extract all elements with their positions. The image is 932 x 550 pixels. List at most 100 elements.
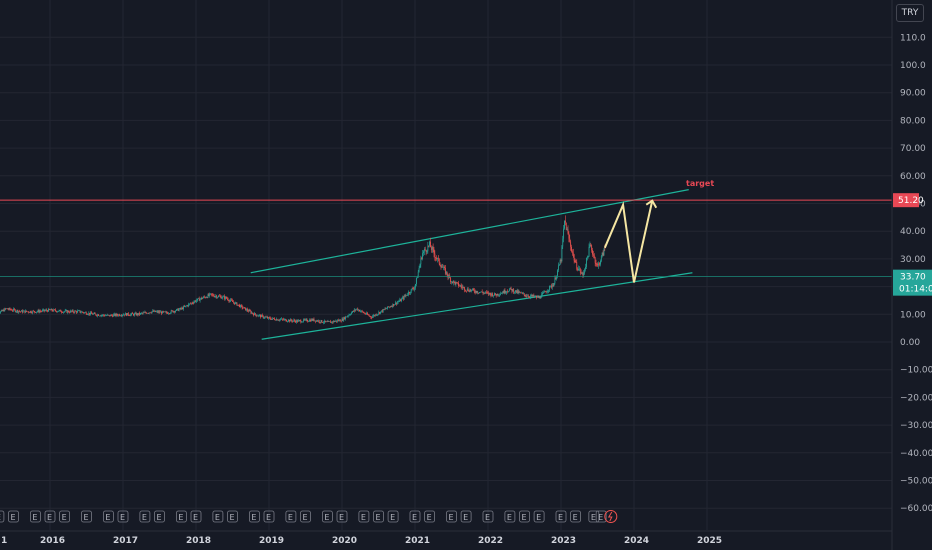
candle-body xyxy=(10,309,12,311)
earnings-event-icon[interactable] xyxy=(570,510,581,523)
y-tick-label: 0.00 xyxy=(900,338,920,348)
y-tick-label: −20.00 xyxy=(900,393,932,403)
earnings-event-icon[interactable] xyxy=(175,510,187,523)
candle-body xyxy=(179,308,181,310)
candle-body xyxy=(600,255,602,261)
candle-body xyxy=(204,297,206,298)
candle-body xyxy=(57,311,59,312)
currency-button[interactable]: TRY xyxy=(896,4,924,22)
earnings-event-icon[interactable] xyxy=(387,510,399,523)
candle-body xyxy=(457,282,459,283)
x-tick-label: 2021 xyxy=(405,536,430,546)
candle-body xyxy=(299,320,301,321)
earnings-event-icon[interactable] xyxy=(59,510,70,523)
candle-body xyxy=(164,311,166,313)
earnings-event-icon[interactable] xyxy=(409,510,421,523)
channel-lower-line[interactable] xyxy=(261,272,693,340)
candle-body xyxy=(501,293,502,294)
earnings-event-icon[interactable] xyxy=(117,510,129,523)
earnings-event-icon[interactable] xyxy=(595,510,607,523)
candle-body xyxy=(285,319,287,322)
earnings-event-icon[interactable] xyxy=(533,510,545,523)
earnings-event-icon[interactable] xyxy=(504,510,516,523)
earnings-event-icon[interactable] xyxy=(103,510,114,523)
candle-body xyxy=(471,289,473,291)
candle-body xyxy=(51,309,53,311)
channel-upper-line[interactable] xyxy=(250,189,689,274)
candle-body xyxy=(424,249,426,251)
candle-body xyxy=(453,280,455,282)
earnings-event-icon[interactable] xyxy=(588,510,600,523)
y-tick-label: 100.0 xyxy=(900,61,926,71)
earnings-event-icon[interactable] xyxy=(8,510,19,523)
candle-body xyxy=(216,295,218,298)
candle-body xyxy=(386,308,388,309)
candle-body xyxy=(291,320,293,322)
earnings-event-icon[interactable] xyxy=(373,510,384,523)
candle-body xyxy=(577,268,579,270)
earnings-event-icon[interactable] xyxy=(285,510,297,523)
candle-body xyxy=(170,310,172,313)
projection-path[interactable] xyxy=(603,199,658,283)
trend-channel[interactable] xyxy=(250,189,693,340)
candle-body xyxy=(509,287,511,290)
earnings-event-icon[interactable] xyxy=(154,510,165,523)
earnings-event-icon[interactable] xyxy=(139,510,151,523)
candle-body xyxy=(282,319,284,320)
earnings-event-icon[interactable] xyxy=(321,510,333,523)
flash-event-icon[interactable] xyxy=(604,510,618,523)
candle-body xyxy=(159,311,161,313)
candle-body xyxy=(192,303,194,304)
candle-body xyxy=(458,285,460,287)
earnings-event-icon[interactable] xyxy=(424,510,436,523)
earnings-event-icon[interactable] xyxy=(212,510,224,523)
candle-body xyxy=(413,288,415,290)
candle-body xyxy=(38,310,40,313)
candle-body xyxy=(272,317,274,319)
earnings-event-icon[interactable] xyxy=(0,510,5,523)
candle-body xyxy=(88,312,90,315)
horizontal-levels[interactable]: target xyxy=(0,179,892,278)
earnings-event-icon[interactable] xyxy=(300,510,311,523)
earnings-event-icon[interactable] xyxy=(29,510,41,523)
earnings-event-icon[interactable] xyxy=(460,510,472,523)
event-markers[interactable]: EEEEEEEEEEEEEEEEEEEEEEEEEEEEEEEEEEE xyxy=(0,510,618,523)
earnings-event-icon[interactable] xyxy=(190,510,202,523)
earnings-event-icon[interactable] xyxy=(482,510,494,523)
candle-body xyxy=(388,306,389,308)
earnings-event-icon[interactable] xyxy=(555,510,567,523)
candle-body xyxy=(23,310,25,312)
candle-body xyxy=(528,295,529,297)
time-axis[interactable]: 1 2016 2017 2018 2019 2020 2021 2022 2023 2024 202… xyxy=(0,530,892,546)
candle-body xyxy=(182,307,183,310)
candle-body xyxy=(286,321,288,322)
candle-body xyxy=(77,310,79,312)
earnings-event-icon[interactable] xyxy=(446,510,457,523)
candle-body xyxy=(338,320,339,321)
earnings-event-icon[interactable] xyxy=(81,510,92,523)
candle-body xyxy=(544,291,546,292)
earnings-event-icon[interactable] xyxy=(227,510,238,523)
projection-zigzag[interactable] xyxy=(603,200,654,283)
candle-body xyxy=(465,290,467,292)
earnings-event-icon[interactable] xyxy=(336,510,348,523)
candle-body xyxy=(187,305,189,307)
projection-arrowhead[interactable] xyxy=(645,199,658,209)
candle-body xyxy=(501,292,503,294)
earnings-event-icon[interactable] xyxy=(263,510,275,523)
candle-body xyxy=(200,297,202,299)
candle-body xyxy=(174,311,176,312)
candle-body xyxy=(176,309,177,311)
earnings-event-icon[interactable] xyxy=(44,510,56,523)
earnings-event-icon[interactable] xyxy=(248,510,260,523)
candle-body xyxy=(150,312,152,314)
earnings-event-icon[interactable] xyxy=(358,510,370,523)
candle-body xyxy=(207,294,209,298)
candle-body xyxy=(495,295,497,296)
earnings-event-icon[interactable] xyxy=(519,510,530,523)
candle-body xyxy=(148,313,149,314)
candle-body xyxy=(475,290,477,293)
candle-body xyxy=(545,291,547,293)
candle-body xyxy=(82,311,84,313)
